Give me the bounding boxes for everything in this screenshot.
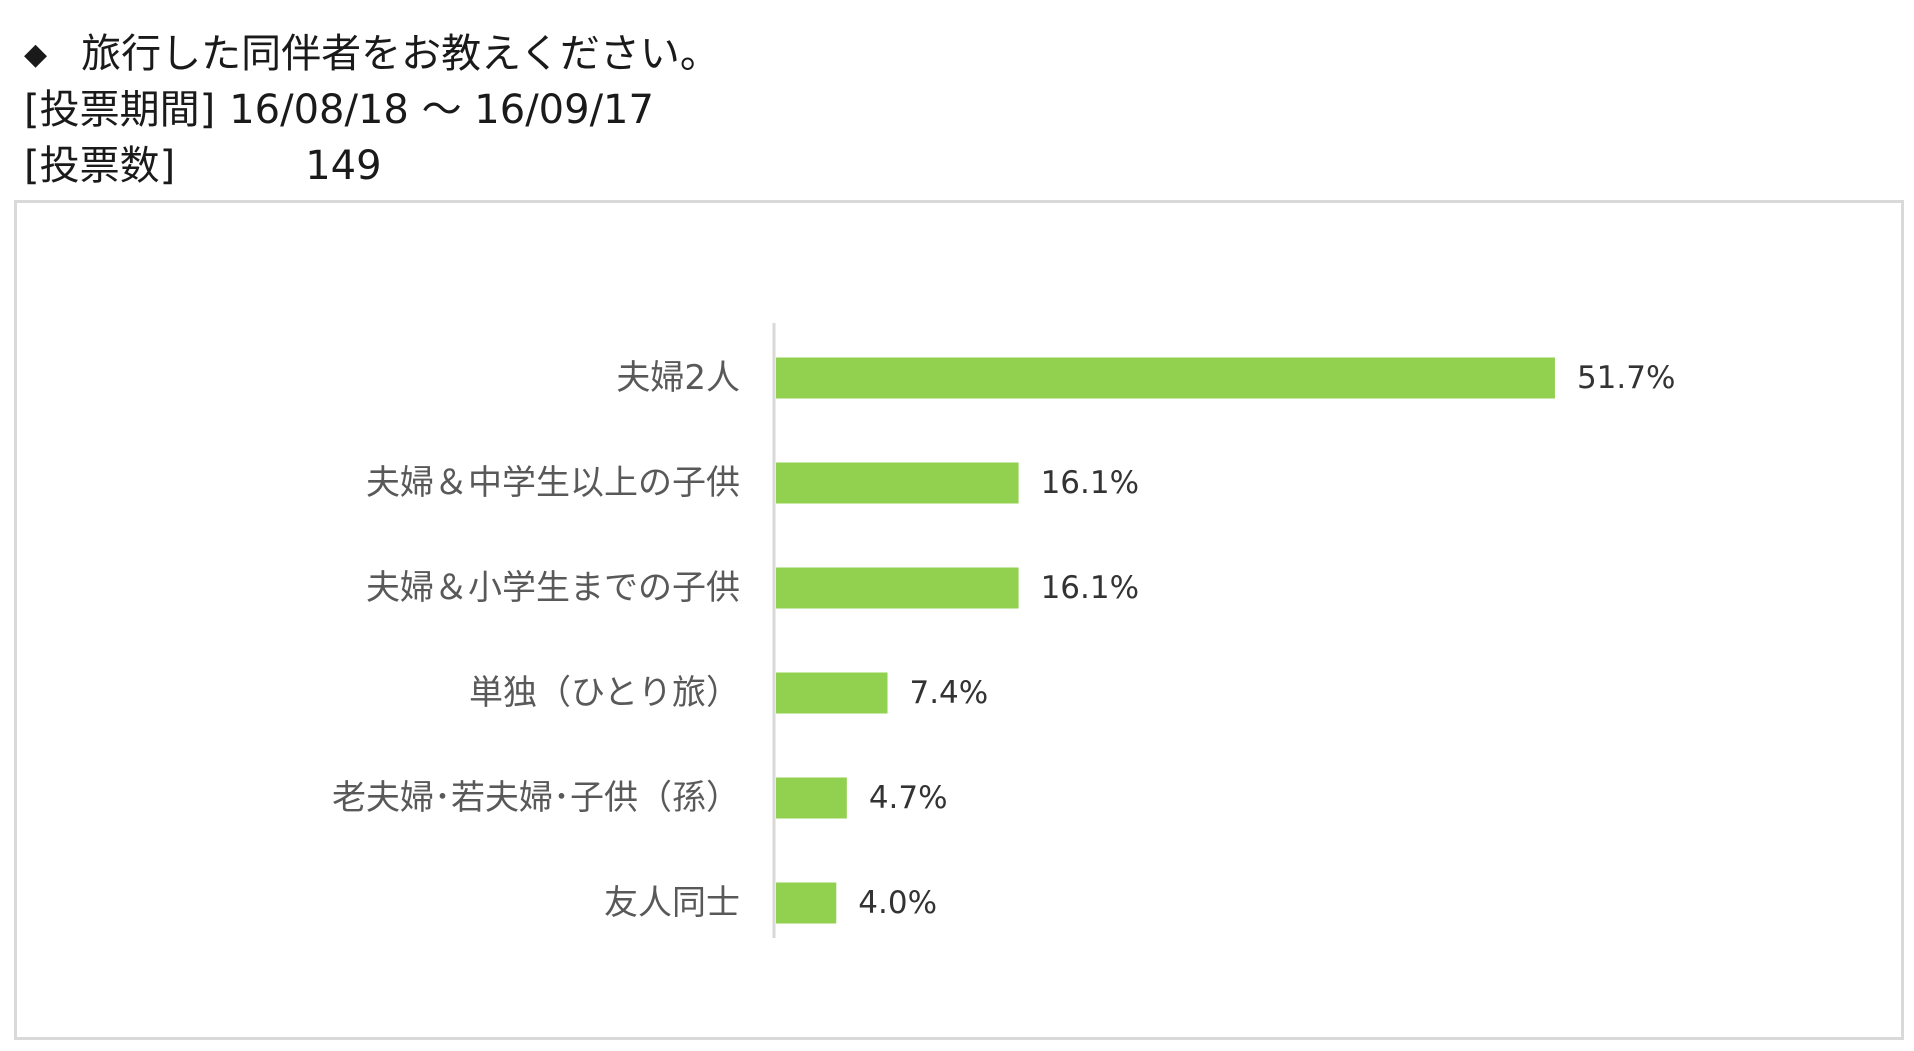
bar xyxy=(776,777,847,819)
category-label: 夫婦＆中学生以上の子供 xyxy=(366,463,740,503)
question-text: 旅行した同伴者をお教えください。 xyxy=(81,31,720,77)
category-label: 老夫婦･若夫婦･子供（孫） xyxy=(332,778,740,818)
period-value: 16/08/18 ～ 16/09/17 xyxy=(229,87,654,133)
bar xyxy=(776,357,1555,399)
category-label: 友人同士 xyxy=(604,883,740,923)
vote-count: [投票数] 149 xyxy=(24,140,382,192)
data-label: 7.4% xyxy=(909,675,988,711)
category-label: 単独（ひとり旅） xyxy=(469,673,740,713)
data-label: 4.7% xyxy=(869,780,948,816)
bar xyxy=(776,567,1019,609)
voting-period: [投票期間] 16/08/18 ～ 16/09/17 xyxy=(24,84,654,136)
votes-label: [投票数] xyxy=(24,143,176,189)
bar xyxy=(776,882,837,924)
category-label: 夫婦2人 xyxy=(616,358,740,398)
bar xyxy=(776,462,1019,504)
category-label: 夫婦＆小学生までの子供 xyxy=(366,568,740,608)
bar xyxy=(776,672,888,714)
question-title: ◆ 旅行した同伴者をお教えください。 xyxy=(24,28,720,81)
bar-chart: 夫婦2人 51.7% 夫婦＆中学生以上の子供 16.1% 夫婦＆小学生までの子供 16.1… xyxy=(332,323,1675,938)
data-label: 51.7% xyxy=(1577,360,1675,396)
period-label: [投票期間] xyxy=(24,87,216,133)
data-label: 4.0% xyxy=(858,885,937,921)
data-label: 16.1% xyxy=(1041,570,1139,606)
votes-value: 149 xyxy=(305,143,382,189)
data-label: 16.1% xyxy=(1041,465,1139,501)
diamond-bullet-icon: ◆ xyxy=(24,37,48,72)
chart-frame: 夫婦2人 51.7% 夫婦＆中学生以上の子供 16.1% 夫婦＆小学生までの子供 16.1… xyxy=(14,200,1904,1040)
